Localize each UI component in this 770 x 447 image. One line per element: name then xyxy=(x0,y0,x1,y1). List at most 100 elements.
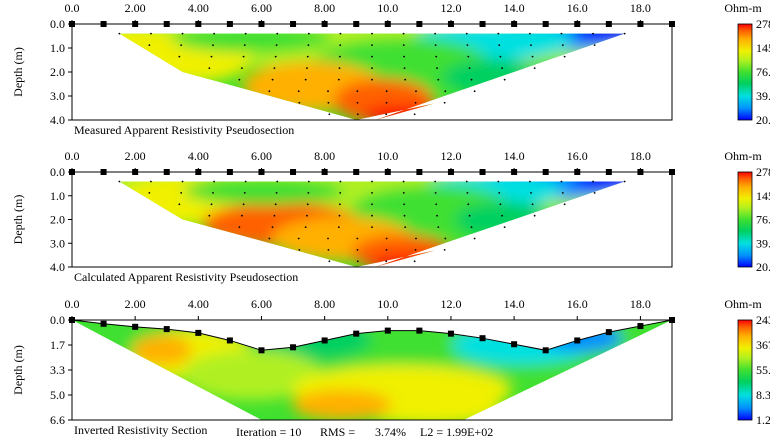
electrode-marker xyxy=(479,169,486,175)
electrode-marker xyxy=(226,169,233,175)
datum-point xyxy=(208,214,211,217)
datum-point xyxy=(298,101,301,104)
datum-point xyxy=(338,214,341,217)
topography-line xyxy=(71,319,673,351)
datum-point xyxy=(435,203,438,206)
datum-point xyxy=(338,203,341,206)
datum-point xyxy=(531,55,534,58)
datum-point xyxy=(213,180,216,183)
colorbar-label: 20.8 xyxy=(756,260,770,274)
datum-point xyxy=(531,203,534,206)
datum-point xyxy=(238,78,241,81)
colorbar-label: 8.34 xyxy=(756,388,770,402)
x-tick-label: 16.0 xyxy=(567,149,588,163)
datum-point xyxy=(210,203,213,206)
measured-section-title: Measured Apparent Resistivity Pseudosect… xyxy=(74,123,294,137)
datum-point xyxy=(402,32,405,35)
datum-point xyxy=(118,180,121,183)
datum-point xyxy=(466,44,469,47)
x-tick-label: 0.0 xyxy=(65,297,80,311)
datum-point xyxy=(150,32,152,35)
x-tick-label: 14.0 xyxy=(504,1,525,15)
section-contours xyxy=(119,33,625,120)
datum-point xyxy=(402,44,405,47)
datum-point xyxy=(181,180,184,183)
contour-blob xyxy=(182,350,322,400)
electrode-marker xyxy=(290,21,297,27)
x-tick-label: 2.00 xyxy=(125,149,146,163)
datum-point xyxy=(276,180,279,183)
x-tick-label: 16.0 xyxy=(567,297,588,311)
datum-point xyxy=(443,249,446,251)
datum-point xyxy=(468,67,471,70)
colorbar-gradient xyxy=(737,23,753,121)
datum-point xyxy=(437,78,440,81)
section-contours xyxy=(119,181,625,267)
datum-point xyxy=(592,180,594,183)
colorbar: Ohm-m 278 145 76.1 39.8 20.8 xyxy=(724,1,770,127)
datum-point xyxy=(533,214,536,217)
contour-blob xyxy=(352,234,452,267)
datum-point xyxy=(473,90,476,93)
colorbar-label: 1.26 xyxy=(756,413,770,427)
electrode-marker xyxy=(447,330,454,337)
datum-point xyxy=(470,226,473,229)
y-tick-label: 2.0 xyxy=(50,213,65,227)
x-tick-label: 2.00 xyxy=(125,1,146,15)
x-tick-label: 8.00 xyxy=(314,297,335,311)
datum-point xyxy=(337,78,340,81)
datum-point xyxy=(304,78,307,81)
datum-point xyxy=(307,192,310,194)
electrode-marker xyxy=(100,21,107,27)
section-fill xyxy=(119,181,625,267)
section-panel-3: 0.0 2.00 4.00 6.00 8.00 10.0 12.0 14.0 16.0 18.0 0… xyxy=(11,297,770,437)
datum-point xyxy=(497,180,500,183)
datum-point xyxy=(404,226,407,229)
datum-point xyxy=(371,226,373,229)
datum-point xyxy=(560,180,563,183)
datum-point xyxy=(465,180,468,183)
datum-point xyxy=(371,32,373,35)
colorbar: Ohm-m 2437 367 55.3 8.34 1.26 xyxy=(724,297,770,427)
datum-point xyxy=(434,44,437,47)
electrode-marker xyxy=(353,169,360,175)
x-tick-label: 8.00 xyxy=(314,1,335,15)
x-tick-label: 10.0 xyxy=(377,149,398,163)
datum-point xyxy=(356,113,359,116)
datum-point xyxy=(243,192,246,194)
datum-point xyxy=(385,113,388,116)
datum-point xyxy=(530,192,532,194)
datum-point xyxy=(356,237,359,240)
datum-point xyxy=(271,226,274,229)
datum-point xyxy=(434,180,437,183)
electrode-marker xyxy=(290,169,297,175)
datum-point xyxy=(499,55,502,58)
datum-point xyxy=(297,90,300,93)
x-tick-label: 0.0 xyxy=(65,1,80,15)
datum-point xyxy=(178,55,181,58)
section-panel-1: 0.0 2.00 4.00 6.00 8.00 10.0 12.0 14.0 16.0 18.0 0… xyxy=(11,1,770,137)
datum-point xyxy=(242,55,245,58)
datum-point xyxy=(437,226,440,229)
datum-point xyxy=(244,180,247,183)
contour-blob xyxy=(442,58,542,95)
electrode-marker xyxy=(479,21,486,27)
y-tick-label: 0.0 xyxy=(50,313,65,327)
electrode-marker xyxy=(605,169,612,175)
datum-point xyxy=(212,44,214,47)
datum-point xyxy=(501,214,504,217)
electrode-marker xyxy=(163,21,170,27)
contour-blob xyxy=(184,181,344,205)
y-tick-label: 2.0 xyxy=(50,65,65,79)
x-tick-label: 10.0 xyxy=(377,1,398,15)
y-tick-label: 0.0 xyxy=(50,165,65,179)
datum-point xyxy=(244,32,247,35)
x-tick-label: 18.0 xyxy=(630,149,651,163)
datum-point xyxy=(307,180,310,183)
x-tick-label: 14.0 xyxy=(504,297,525,311)
x-tick-label: 6.00 xyxy=(251,297,272,311)
colorbar-gradient xyxy=(737,319,753,421)
datum-point xyxy=(208,67,211,70)
datum-point xyxy=(328,260,331,263)
contour-blob xyxy=(362,105,442,120)
